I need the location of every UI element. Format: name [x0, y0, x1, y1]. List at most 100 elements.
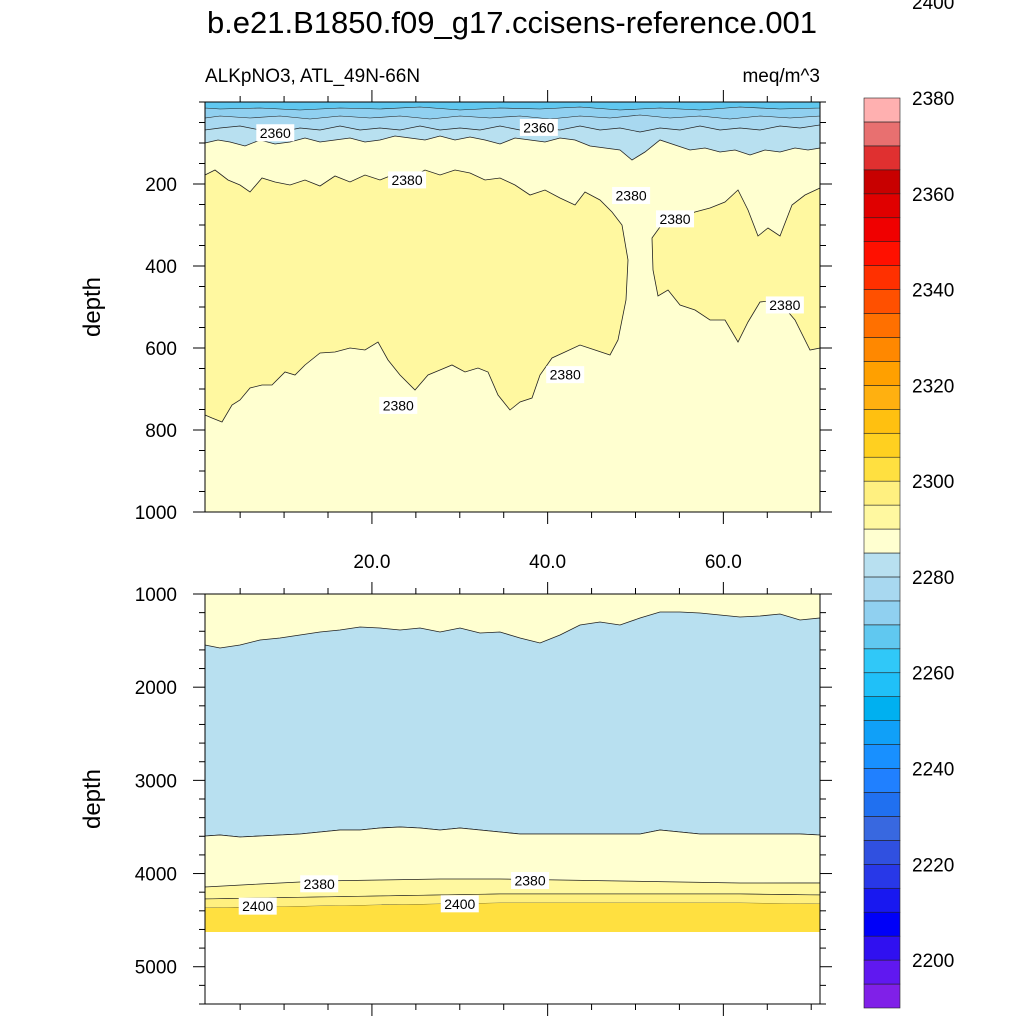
colorbar-tick-label: 2280 — [912, 568, 954, 589]
colorbar-swatch — [863, 983, 901, 1009]
colorbar-swatch — [863, 169, 901, 195]
contour-label: 2400 — [444, 896, 475, 912]
colorbar-tick-label: 2200 — [912, 951, 954, 972]
contour-label-bg — [519, 118, 558, 136]
colorbar-swatch — [863, 768, 901, 793]
contour-label: 2380 — [304, 876, 335, 892]
upper-panel: 2360 2360 2380 2380 2380 2380 2380 2380 200 400 6… — [79, 90, 832, 573]
contour-label-bg — [440, 895, 479, 913]
colorbar-swatch — [863, 744, 901, 769]
contour-label-bg — [765, 296, 804, 314]
y-tick-label: 2000 — [135, 678, 177, 699]
colorbar-swatch — [863, 864, 901, 889]
contour-label: 2380 — [383, 397, 414, 413]
contour-label: 2380 — [659, 211, 690, 227]
colorbar-tick-label: 2240 — [912, 760, 954, 781]
colorbar-swatch — [863, 552, 901, 578]
contour-label-bg — [238, 897, 277, 915]
colorbar-swatch — [863, 145, 901, 171]
colorbar-tick-label: 2360 — [912, 185, 954, 206]
lower-contour-labels: 2380 2380 2400 2400 — [238, 872, 550, 915]
colorbar-swatch — [863, 816, 901, 841]
contour-label: 2380 — [769, 297, 800, 313]
colorbar-swatch — [863, 792, 901, 817]
contour-label-bg — [300, 875, 339, 893]
upper-y-axis-label: depth — [79, 277, 106, 337]
contour-label-bg — [388, 171, 427, 189]
colorbar-swatch — [863, 672, 901, 697]
upper-fill-2385-region-left — [204, 169, 629, 423]
colorbar-swatch — [863, 265, 901, 290]
x-tick-label: 40.0 — [529, 552, 566, 573]
colorbar-swatch — [863, 576, 901, 602]
upper-fill-2350-band — [204, 101, 821, 111]
upper-contour-labels: 2360 2360 2380 2380 2380 2380 2380 2380 — [256, 118, 804, 414]
lower-y-axis-label: depth — [79, 769, 106, 829]
units-subtitle: meq/m^3 — [742, 66, 820, 87]
colorbar-swatch — [863, 624, 901, 650]
contour-label-bg — [612, 186, 651, 204]
contour-label: 2360 — [523, 119, 554, 135]
contour-label: 2380 — [391, 172, 422, 188]
y-tick-label: 600 — [145, 339, 177, 360]
y-tick-label: 1000 — [135, 585, 177, 606]
contour-label-bg — [656, 210, 695, 228]
colorbar-swatch — [863, 385, 901, 410]
variable-region-subtitle: ALKpNO3, ATL_49N-66N — [205, 66, 420, 87]
upper-plot-area — [204, 101, 821, 513]
colorbar-tick-label: 2220 — [912, 855, 954, 876]
colorbar-tick-label: 2320 — [912, 376, 954, 397]
y-tick-label: 800 — [145, 421, 177, 442]
contour-label: 2380 — [514, 873, 545, 889]
colorbar-swatch — [863, 289, 901, 314]
upper-axes: 200 400 600 800 1000 20.0 40.0 60.0 — [135, 90, 832, 573]
contour-label: 2400 — [242, 898, 273, 914]
contour-label-bg — [546, 366, 585, 384]
y-tick-label: 5000 — [135, 958, 177, 979]
colorbar-tick-label: 2380 — [912, 89, 954, 110]
lower-plot-area — [204, 593, 821, 1005]
x-tick-label: 20.0 — [353, 552, 390, 573]
colorbar-swatch — [863, 217, 901, 242]
colorbar-swatch — [863, 313, 901, 338]
colorbar-swatch — [863, 456, 901, 482]
colorbar-swatch — [863, 696, 901, 721]
colorbar-swatch — [863, 959, 901, 985]
colorbar-swatch — [863, 840, 901, 865]
colorbar-swatch — [863, 648, 901, 674]
colorbar-swatch — [863, 361, 901, 386]
figure-title: b.e21.B1850.f09_g17.ccisens-reference.00… — [207, 5, 817, 40]
colorbar-tick-label: 2400 — [912, 0, 954, 14]
colorbar-swatch — [863, 480, 901, 506]
lower-axes: 1000 2000 3000 4000 5000 — [135, 582, 832, 1016]
colorbar-swatch — [863, 887, 901, 913]
contour-label-bg — [379, 396, 418, 414]
colorbar-swatch — [863, 97, 901, 123]
colorbar-tick-label: 2300 — [912, 472, 954, 493]
contour-label-bg — [256, 124, 295, 142]
colorbar-swatch — [863, 935, 901, 961]
colorbar-swatch — [863, 504, 901, 530]
y-tick-label: 400 — [145, 257, 177, 278]
colorbar-tick-label: 2260 — [912, 664, 954, 685]
contour-label: 2380 — [550, 367, 581, 383]
y-tick-label: 200 — [145, 175, 177, 196]
lower-fill-2385-bottom — [204, 826, 821, 888]
contour-label: 2360 — [260, 125, 291, 141]
y-tick-label: 1000 — [135, 503, 177, 524]
colorbar-swatch — [863, 720, 901, 745]
colorbar-swatch — [863, 432, 901, 458]
y-tick-label: 3000 — [135, 771, 177, 792]
colorbar-swatch — [863, 911, 901, 937]
colorbar-swatch — [863, 337, 901, 362]
colorbar: 2200 2220 2240 2260 2280 2300 2320 2340 2360 2380… — [863, 0, 954, 1009]
contour-label-bg — [511, 872, 550, 890]
contour-label: 2380 — [616, 187, 647, 203]
lower-panel: 2380 2380 2400 2400 1000 2000 3000 4000 5000 de… — [79, 582, 832, 1016]
lower-fill-2400-band — [205, 903, 820, 932]
colorbar-swatch — [863, 241, 901, 266]
y-tick-label: 4000 — [135, 865, 177, 886]
colorbar-swatch — [863, 193, 901, 219]
colorbar-swatch — [863, 528, 901, 554]
